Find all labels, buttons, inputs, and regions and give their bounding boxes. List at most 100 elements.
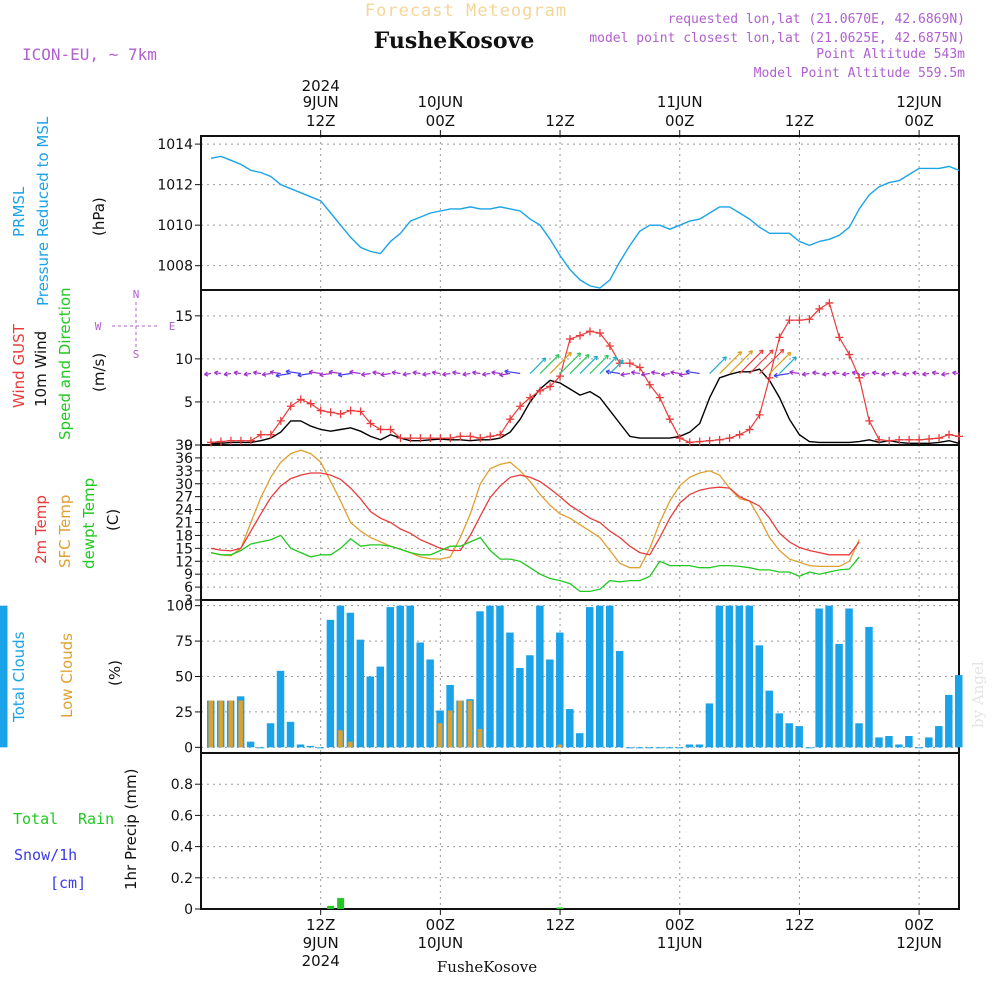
wind-arrow-head bbox=[504, 369, 509, 375]
bottom-time-label: 10JUN bbox=[418, 934, 464, 952]
gust-marker bbox=[406, 434, 415, 443]
gust-marker bbox=[655, 393, 664, 402]
total-cloud-bar bbox=[476, 611, 484, 748]
total-cloud-bar bbox=[566, 709, 574, 748]
wind-arrow-shaft bbox=[549, 351, 572, 374]
wind-arrow-head bbox=[442, 371, 447, 377]
total-cloud-bar bbox=[426, 659, 434, 748]
top-time-label: 00Z bbox=[426, 112, 455, 130]
wind-arrow-head bbox=[832, 370, 837, 376]
wind-arrow bbox=[842, 371, 850, 377]
wind-arrow bbox=[361, 371, 371, 377]
wind-arrow bbox=[569, 353, 590, 374]
gust-marker bbox=[635, 363, 644, 372]
total-cloud-bar bbox=[386, 607, 394, 748]
wind-labels: Wind GUST 10m Wind Speed and Direction (… bbox=[10, 287, 108, 440]
wind-arrow bbox=[243, 371, 251, 377]
gust-marker bbox=[775, 333, 784, 342]
wind-arrow-head bbox=[769, 349, 774, 355]
wind-arrow bbox=[252, 370, 261, 376]
wind-arrow-shaft bbox=[769, 351, 792, 374]
ytick-label: 10 bbox=[175, 352, 193, 368]
wind-arrow bbox=[719, 351, 743, 374]
wind-arrow-shaft bbox=[338, 372, 351, 376]
total-cloud-bar bbox=[935, 726, 943, 748]
total-cloud-bar bbox=[376, 666, 385, 748]
ytick-label: 21 bbox=[175, 516, 193, 532]
wind-arrow-shaft bbox=[491, 371, 501, 375]
total-cloud-bar bbox=[526, 655, 534, 748]
total-cloud-bar bbox=[316, 747, 325, 749]
wind-arrow-shaft bbox=[391, 371, 401, 375]
wind-arrow-head bbox=[660, 371, 666, 377]
total-cloud-bar bbox=[645, 747, 654, 749]
compass-s: S bbox=[133, 348, 140, 361]
wind-arrow-head bbox=[619, 359, 624, 365]
total-cloud-bar bbox=[0, 605, 8, 748]
wind-arrow-head bbox=[786, 351, 792, 357]
wind-speed-line bbox=[211, 368, 960, 444]
precip-labels: 1hr Precip (mm) Total Rain Snow/1h [cm] bbox=[13, 769, 140, 892]
wind-arrow-head bbox=[812, 370, 817, 376]
top-time-label: 00Z bbox=[904, 112, 933, 130]
gust-marker bbox=[595, 329, 604, 338]
bottom-time-label: 00Z bbox=[904, 916, 933, 934]
pressure-label-1: PRMSL bbox=[10, 186, 28, 237]
gust-marker bbox=[296, 395, 305, 404]
total-cloud-bar bbox=[825, 605, 833, 748]
wind-arrow bbox=[739, 349, 764, 374]
wind-arrow-head bbox=[902, 371, 907, 377]
ytick-label: 15 bbox=[175, 541, 193, 557]
total-cloud-bar bbox=[396, 605, 404, 748]
wind-arrow bbox=[861, 371, 870, 377]
total-cloud-bar bbox=[755, 645, 764, 748]
wind-arrow-shaft bbox=[285, 370, 301, 375]
total-cloud-bar bbox=[246, 741, 255, 748]
wind-arrow bbox=[609, 359, 624, 374]
precip-label-snow: Snow/1h bbox=[14, 846, 77, 864]
bottom-time-label: 9JUN bbox=[303, 934, 339, 952]
gust-marker bbox=[506, 415, 515, 424]
wind-arrow bbox=[759, 348, 785, 374]
wind-arrow-shaft bbox=[539, 354, 560, 374]
ytick-label: 3 bbox=[184, 593, 193, 609]
wind-arrow bbox=[605, 369, 620, 375]
wind-arrow-shaft bbox=[569, 354, 590, 374]
wind-arrow-shaft bbox=[452, 371, 461, 375]
wind-arrow-shaft bbox=[579, 355, 598, 374]
low-cloud-bar bbox=[208, 700, 213, 748]
wind-arrow-head bbox=[851, 370, 856, 376]
low-cloud-bar bbox=[437, 723, 443, 748]
total-cloud-bar bbox=[296, 744, 305, 748]
bottom-time-label: 12Z bbox=[306, 916, 335, 934]
gust-marker bbox=[346, 406, 355, 415]
wind-arrow-shaft bbox=[559, 352, 582, 374]
gust-marker bbox=[765, 373, 774, 382]
wind-arrow bbox=[599, 356, 618, 374]
footer-location: FusheKosove bbox=[437, 958, 537, 976]
wind-arrow-shaft bbox=[319, 372, 331, 376]
gust-marker bbox=[286, 402, 295, 411]
total-cloud-bar bbox=[795, 726, 803, 748]
ytick-label: 1010 bbox=[157, 218, 193, 234]
wind-arrow bbox=[319, 372, 331, 378]
ytick-label: 0.8 bbox=[171, 777, 193, 793]
wind-arrow bbox=[640, 371, 650, 377]
ytick-label: 0.4 bbox=[171, 840, 193, 856]
wind-arrow-head bbox=[452, 370, 457, 376]
low-cloud-bar bbox=[477, 728, 483, 748]
gust-marker bbox=[516, 402, 525, 411]
wind-compass: N S W E bbox=[95, 288, 176, 361]
wind-arrow-head bbox=[361, 371, 366, 377]
total-cloud-bar bbox=[556, 632, 564, 748]
bottom-time-label: 11JUN bbox=[657, 934, 703, 952]
wind-label-dir: Speed and Direction bbox=[56, 287, 74, 440]
ytick-label: 24 bbox=[175, 503, 193, 519]
gust-marker bbox=[605, 341, 614, 350]
ytick-label: 0.2 bbox=[171, 871, 193, 887]
wind-arrow-head bbox=[891, 370, 897, 376]
total-cloud-bar bbox=[576, 733, 584, 748]
gust-marker bbox=[476, 434, 485, 443]
gust-line bbox=[210, 301, 960, 444]
